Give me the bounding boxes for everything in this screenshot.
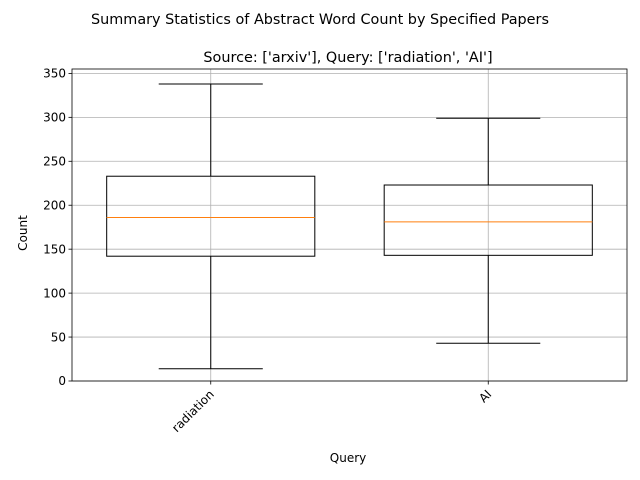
axes-frame — [71, 68, 628, 382]
y-tick-label: 300 — [43, 111, 66, 125]
box-body — [383, 184, 593, 256]
box-AI — [383, 117, 593, 344]
y-tick-label: 50 — [51, 330, 66, 344]
y-tick-label: 200 — [43, 198, 66, 212]
x-axis-label: Query — [330, 451, 366, 465]
box-body — [106, 175, 316, 257]
boxes — [106, 83, 593, 370]
y-tick-label: 150 — [43, 242, 66, 256]
chart-title: Source: ['arxiv'], Query: ['radiation', … — [203, 50, 492, 66]
y-tick-label: 0 — [58, 374, 66, 388]
box-radiation — [106, 83, 316, 370]
y-tick-label: 350 — [43, 67, 66, 81]
y-tick-label: 250 — [43, 154, 66, 168]
y-tick-label: 100 — [43, 286, 66, 300]
y-axis-label: Count — [16, 215, 30, 251]
figure-suptitle: Summary Statistics of Abstract Word Coun… — [91, 12, 549, 28]
